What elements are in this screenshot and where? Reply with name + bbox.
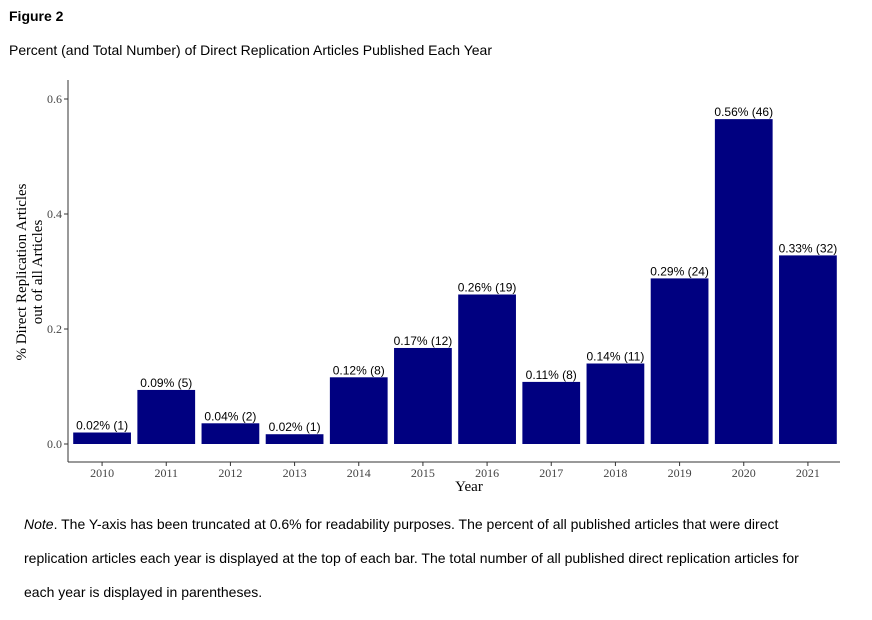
data-label-2016: 0.26% (19): [458, 281, 517, 295]
data-label-2015: 0.17% (12): [394, 334, 453, 348]
data-label-2013: 0.02% (1): [269, 420, 321, 434]
x-tick-label-2010: 2010: [90, 466, 114, 480]
data-label-2018: 0.14% (11): [587, 350, 645, 364]
data-label-2021: 0.33% (32): [779, 241, 838, 255]
x-tick-label-2016: 2016: [475, 466, 499, 480]
bar-2016: [458, 294, 516, 444]
y-axis-label-line1: % Direct Replication Articles: [14, 183, 30, 360]
y-tick-label: 0.0: [47, 437, 62, 451]
x-axis-label: Year: [455, 479, 483, 495]
data-label-2010: 0.02% (1): [76, 419, 128, 433]
bar-2017: [522, 381, 581, 444]
bar-2010: [73, 432, 131, 444]
x-tick-label-2011: 2011: [154, 466, 178, 480]
bar-2013: [265, 434, 324, 444]
x-tick-label-2020: 2020: [732, 466, 756, 480]
data-label-2017: 0.11% (8): [526, 368, 577, 382]
note-prefix: Note: [24, 516, 54, 532]
y-tick-label: 0.6: [47, 92, 62, 106]
bar-chart: 0.02% (1) 0.09% (5) 0.04% (2) 0.02% (1) 0.12…: [14, 80, 840, 495]
x-tick-label-2017: 2017: [539, 466, 563, 480]
data-label-2011: 0.09% (5): [140, 376, 192, 390]
note-line-2: replication articles each year is displa…: [24, 550, 799, 566]
x-tick-label-2015: 2015: [411, 466, 435, 480]
bar-2018: [586, 363, 645, 444]
x-tick-label-2012: 2012: [218, 466, 242, 480]
data-label-2014: 0.12% (8): [333, 363, 385, 377]
note-line-1: Note. The Y-axis has been truncated at 0…: [24, 516, 864, 532]
bar-2015: [394, 347, 452, 444]
bar-2014: [329, 377, 388, 444]
bar-2020: [714, 119, 773, 444]
data-labels-group: 0.02% (1) 0.09% (5) 0.04% (2) 0.02% (1) 0.12…: [76, 105, 837, 434]
bar-2011: [137, 389, 196, 444]
note-text-1: . The Y-axis has been truncated at 0.6% …: [53, 516, 779, 532]
x-tick-label-2019: 2019: [668, 466, 692, 480]
y-ticks-group: 0.0 0.2 0.4 0.6: [47, 92, 68, 451]
data-label-2020: 0.56% (46): [714, 105, 773, 119]
figure-label: Figure 2: [9, 8, 64, 24]
x-tick-label-2013: 2013: [283, 466, 307, 480]
data-label-2012: 0.04% (2): [204, 409, 256, 423]
bar-2012: [201, 423, 260, 444]
bar-2019: [650, 278, 709, 444]
x-ticks-group: 2010 2011 2012 2013 2014 2015 2016 2017 2018 2019…: [90, 462, 820, 480]
figure-title: Percent (and Total Number) of Direct Rep…: [9, 42, 492, 58]
x-tick-label-2021: 2021: [796, 466, 820, 480]
bars-group: [73, 119, 837, 444]
y-tick-label: 0.2: [47, 322, 62, 336]
x-tick-label-2014: 2014: [347, 466, 371, 480]
note-line-3: each year is displayed in parentheses.: [24, 584, 263, 600]
y-tick-label: 0.4: [47, 207, 62, 221]
data-label-2019: 0.29% (24): [650, 264, 709, 278]
y-axis-label-line2: out of all Articles: [30, 220, 46, 325]
bar-2021: [779, 255, 837, 444]
x-tick-label-2018: 2018: [603, 466, 627, 480]
